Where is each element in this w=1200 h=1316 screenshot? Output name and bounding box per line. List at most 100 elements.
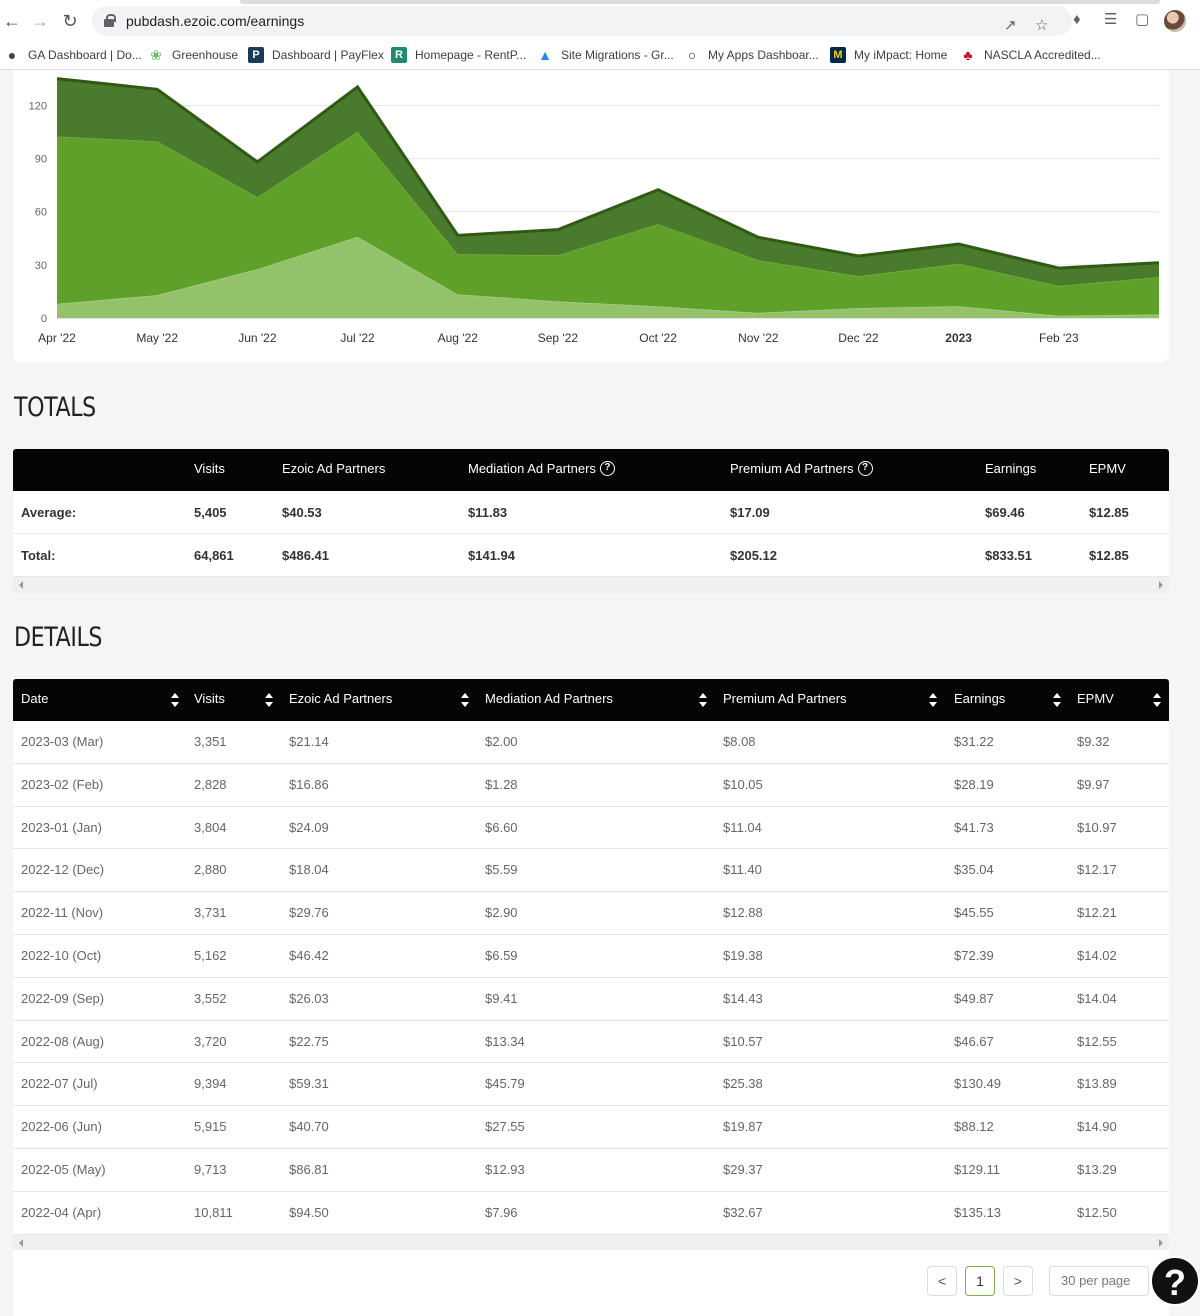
cell-epmv: $12.50 (1077, 1204, 1117, 1220)
bookmark-item[interactable]: ❀ Greenhouse (148, 45, 238, 65)
side-panel-icon[interactable]: ▢ (1135, 11, 1150, 28)
cell-visits: 3,804 (194, 819, 227, 835)
cell-ezoic-ad-partners: $86.81 (289, 1162, 329, 1177)
cell-epmv: $12.85 (1089, 548, 1129, 563)
current-page-button[interactable]: 1 (965, 1266, 995, 1296)
column-header-label: Visits (194, 461, 225, 476)
cell-premium-ad-partners: $32.67 (723, 1204, 763, 1220)
lock-icon (104, 14, 116, 27)
totals-heading: TOTALS (14, 392, 96, 423)
bookmark-star-icon[interactable]: ☆ (1035, 17, 1049, 34)
scroll-left-arrow-icon[interactable] (19, 1239, 23, 1247)
column-header-label: Earnings (985, 461, 1037, 476)
x-tick-label: Jul '22 (340, 331, 375, 345)
table-row: 2022-07 (Jul) 9,394 $59.31 $45.79 $25.38 $130… (13, 1063, 1169, 1107)
bookmark-item[interactable]: ○ My Apps Dashboar... (684, 45, 819, 65)
share-icon[interactable]: ↗ (1004, 17, 1017, 34)
details-horizontal-scrollbar[interactable] (13, 1235, 1169, 1251)
sort-arrows-icon[interactable] (170, 692, 180, 708)
bookmark-label: Homepage - RentP... (415, 48, 527, 62)
column-header-ezoic-ad-partners[interactable]: Ezoic Ad Partners (289, 691, 392, 706)
sort-arrows-icon[interactable] (264, 692, 274, 708)
cell-epmv: $12.17 (1077, 862, 1117, 878)
details-table: Date Visits Ezoic Ad Partners Mediation Ad … (13, 679, 1169, 1235)
x-tick-label: Apr '22 (38, 331, 76, 345)
cell-visits: 9,394 (194, 1076, 227, 1092)
cell-mediation-ad-partners: $7.96 (485, 1204, 518, 1220)
reload-icon[interactable]: ↻ (62, 11, 78, 31)
sort-arrows-icon[interactable] (460, 692, 470, 708)
scroll-right-arrow-icon[interactable] (1159, 581, 1163, 589)
table-row: 2023-01 (Jan) 3,804 $24.09 $6.60 $11.04 $41.7… (13, 807, 1169, 850)
column-header-label: Ezoic Ad Partners (282, 461, 386, 476)
cell-visits: 3,552 (194, 990, 227, 1006)
column-header-premium-ad-partners[interactable]: Premium Ad Partners (723, 691, 847, 706)
bookmark-item[interactable]: ♣ NASCLA Accredited... (960, 45, 1100, 65)
forward-arrow-icon[interactable]: → (31, 11, 49, 31)
bookmark-item[interactable]: ▲ Site Migrations - Gr... (537, 45, 674, 65)
pagination-footer: < 1 > 30 per page (13, 1250, 1169, 1316)
column-header-ezoic-ad-partners: Ezoic Ad Partners (282, 461, 385, 476)
column-header-premium-ad-partners: Premium Ad Partners? (730, 461, 873, 476)
cell-epmv: $14.90 (1077, 1119, 1117, 1135)
area-series-3 (57, 78, 1159, 286)
ga-icon: ● (7, 47, 17, 63)
cell-epmv: $14.04 (1077, 990, 1117, 1006)
cell-date: 2022-10 (Oct) (21, 948, 102, 963)
sort-arrows-icon[interactable] (698, 692, 708, 708)
cell-mediation-ad-partners: $27.55 (485, 1119, 525, 1135)
column-header-date[interactable]: Date (21, 691, 48, 706)
bookmark-item[interactable]: R Homepage - RentP... (391, 45, 526, 65)
address-bar[interactable]: pubdash.ezoic.com/earnings ↗ ☆ (92, 6, 1072, 36)
column-header-visits[interactable]: Visits (194, 691, 225, 706)
cell-premium-ad-partners: $10.05 (723, 776, 763, 792)
cell-visits: 2,828 (194, 776, 227, 792)
column-header-epmv[interactable]: EPMV (1077, 691, 1114, 706)
cell-premium-ad-partners: $29.37 (723, 1162, 763, 1177)
bookmark-item[interactable]: ● GA Dashboard | Do... (4, 45, 142, 65)
table-row: 2022-12 (Dec) 2,880 $18.04 $5.59 $11.40 $35.0… (13, 849, 1169, 893)
x-tick-label: 2023 (945, 331, 972, 345)
scroll-right-arrow-icon[interactable] (1159, 1239, 1163, 1247)
column-header-mediation-ad-partners[interactable]: Mediation Ad Partners (485, 691, 613, 706)
cell-premium-ad-partners: $14.43 (723, 990, 763, 1006)
totals-horizontal-scrollbar[interactable] (13, 577, 1169, 593)
prev-page-button[interactable]: < (927, 1266, 957, 1296)
cell-date: 2022-09 (Sep) (21, 990, 105, 1006)
bookmark-label: My Apps Dashboar... (708, 48, 819, 62)
okta-icon: ○ (687, 47, 697, 63)
column-header-visits: Visits (194, 461, 225, 476)
column-header-mediation-ad-partners: Mediation Ad Partners? (468, 461, 615, 476)
column-header-label: Premium Ad Partners (723, 691, 847, 706)
cell-visits: 5,405 (194, 505, 227, 520)
help-button[interactable]: ? (1150, 1256, 1200, 1306)
profile-avatar[interactable] (1164, 10, 1186, 32)
cell-earnings: $72.39 (954, 948, 994, 963)
y-tick-label: 0 (41, 313, 47, 325)
cell-ezoic-ad-partners: $486.41 (282, 548, 329, 563)
bookmark-item[interactable]: P Dashboard | PayFlex (248, 45, 384, 65)
table-row: 2022-08 (Aug) 3,720 $22.75 $13.34 $10.57 $46.… (13, 1021, 1169, 1064)
extensions-puzzle-icon[interactable]: ♦ (1073, 11, 1081, 28)
column-header-earnings[interactable]: Earnings (954, 691, 1005, 706)
sort-arrows-icon[interactable] (1052, 692, 1062, 708)
y-tick-label: 90 (35, 154, 47, 166)
per-page-select[interactable]: 30 per page (1049, 1266, 1149, 1296)
cell-ezoic-ad-partners: $24.09 (289, 819, 329, 835)
nascla-icon: ♣ (963, 47, 973, 63)
cell-earnings: $833.51 (985, 548, 1032, 563)
media-queue-icon[interactable]: ☰ (1104, 11, 1118, 28)
rentp-icon: R (391, 47, 407, 63)
cell-epmv: $10.97 (1077, 819, 1117, 835)
help-circle-icon[interactable]: ? (599, 461, 615, 476)
next-page-button[interactable]: > (1003, 1266, 1033, 1296)
cell-visits: 9,713 (194, 1162, 227, 1177)
back-arrow-icon[interactable]: ← (3, 11, 21, 31)
scroll-left-arrow-icon[interactable] (19, 581, 23, 589)
sort-arrows-icon[interactable] (928, 692, 938, 708)
cell-date: 2023-01 (Jan) (21, 819, 102, 835)
cell-visits: 3,731 (194, 905, 227, 921)
bookmark-item[interactable]: M My iMpact: Home (830, 45, 947, 65)
sort-arrows-icon[interactable] (1152, 692, 1162, 708)
help-circle-icon[interactable]: ? (857, 461, 873, 476)
